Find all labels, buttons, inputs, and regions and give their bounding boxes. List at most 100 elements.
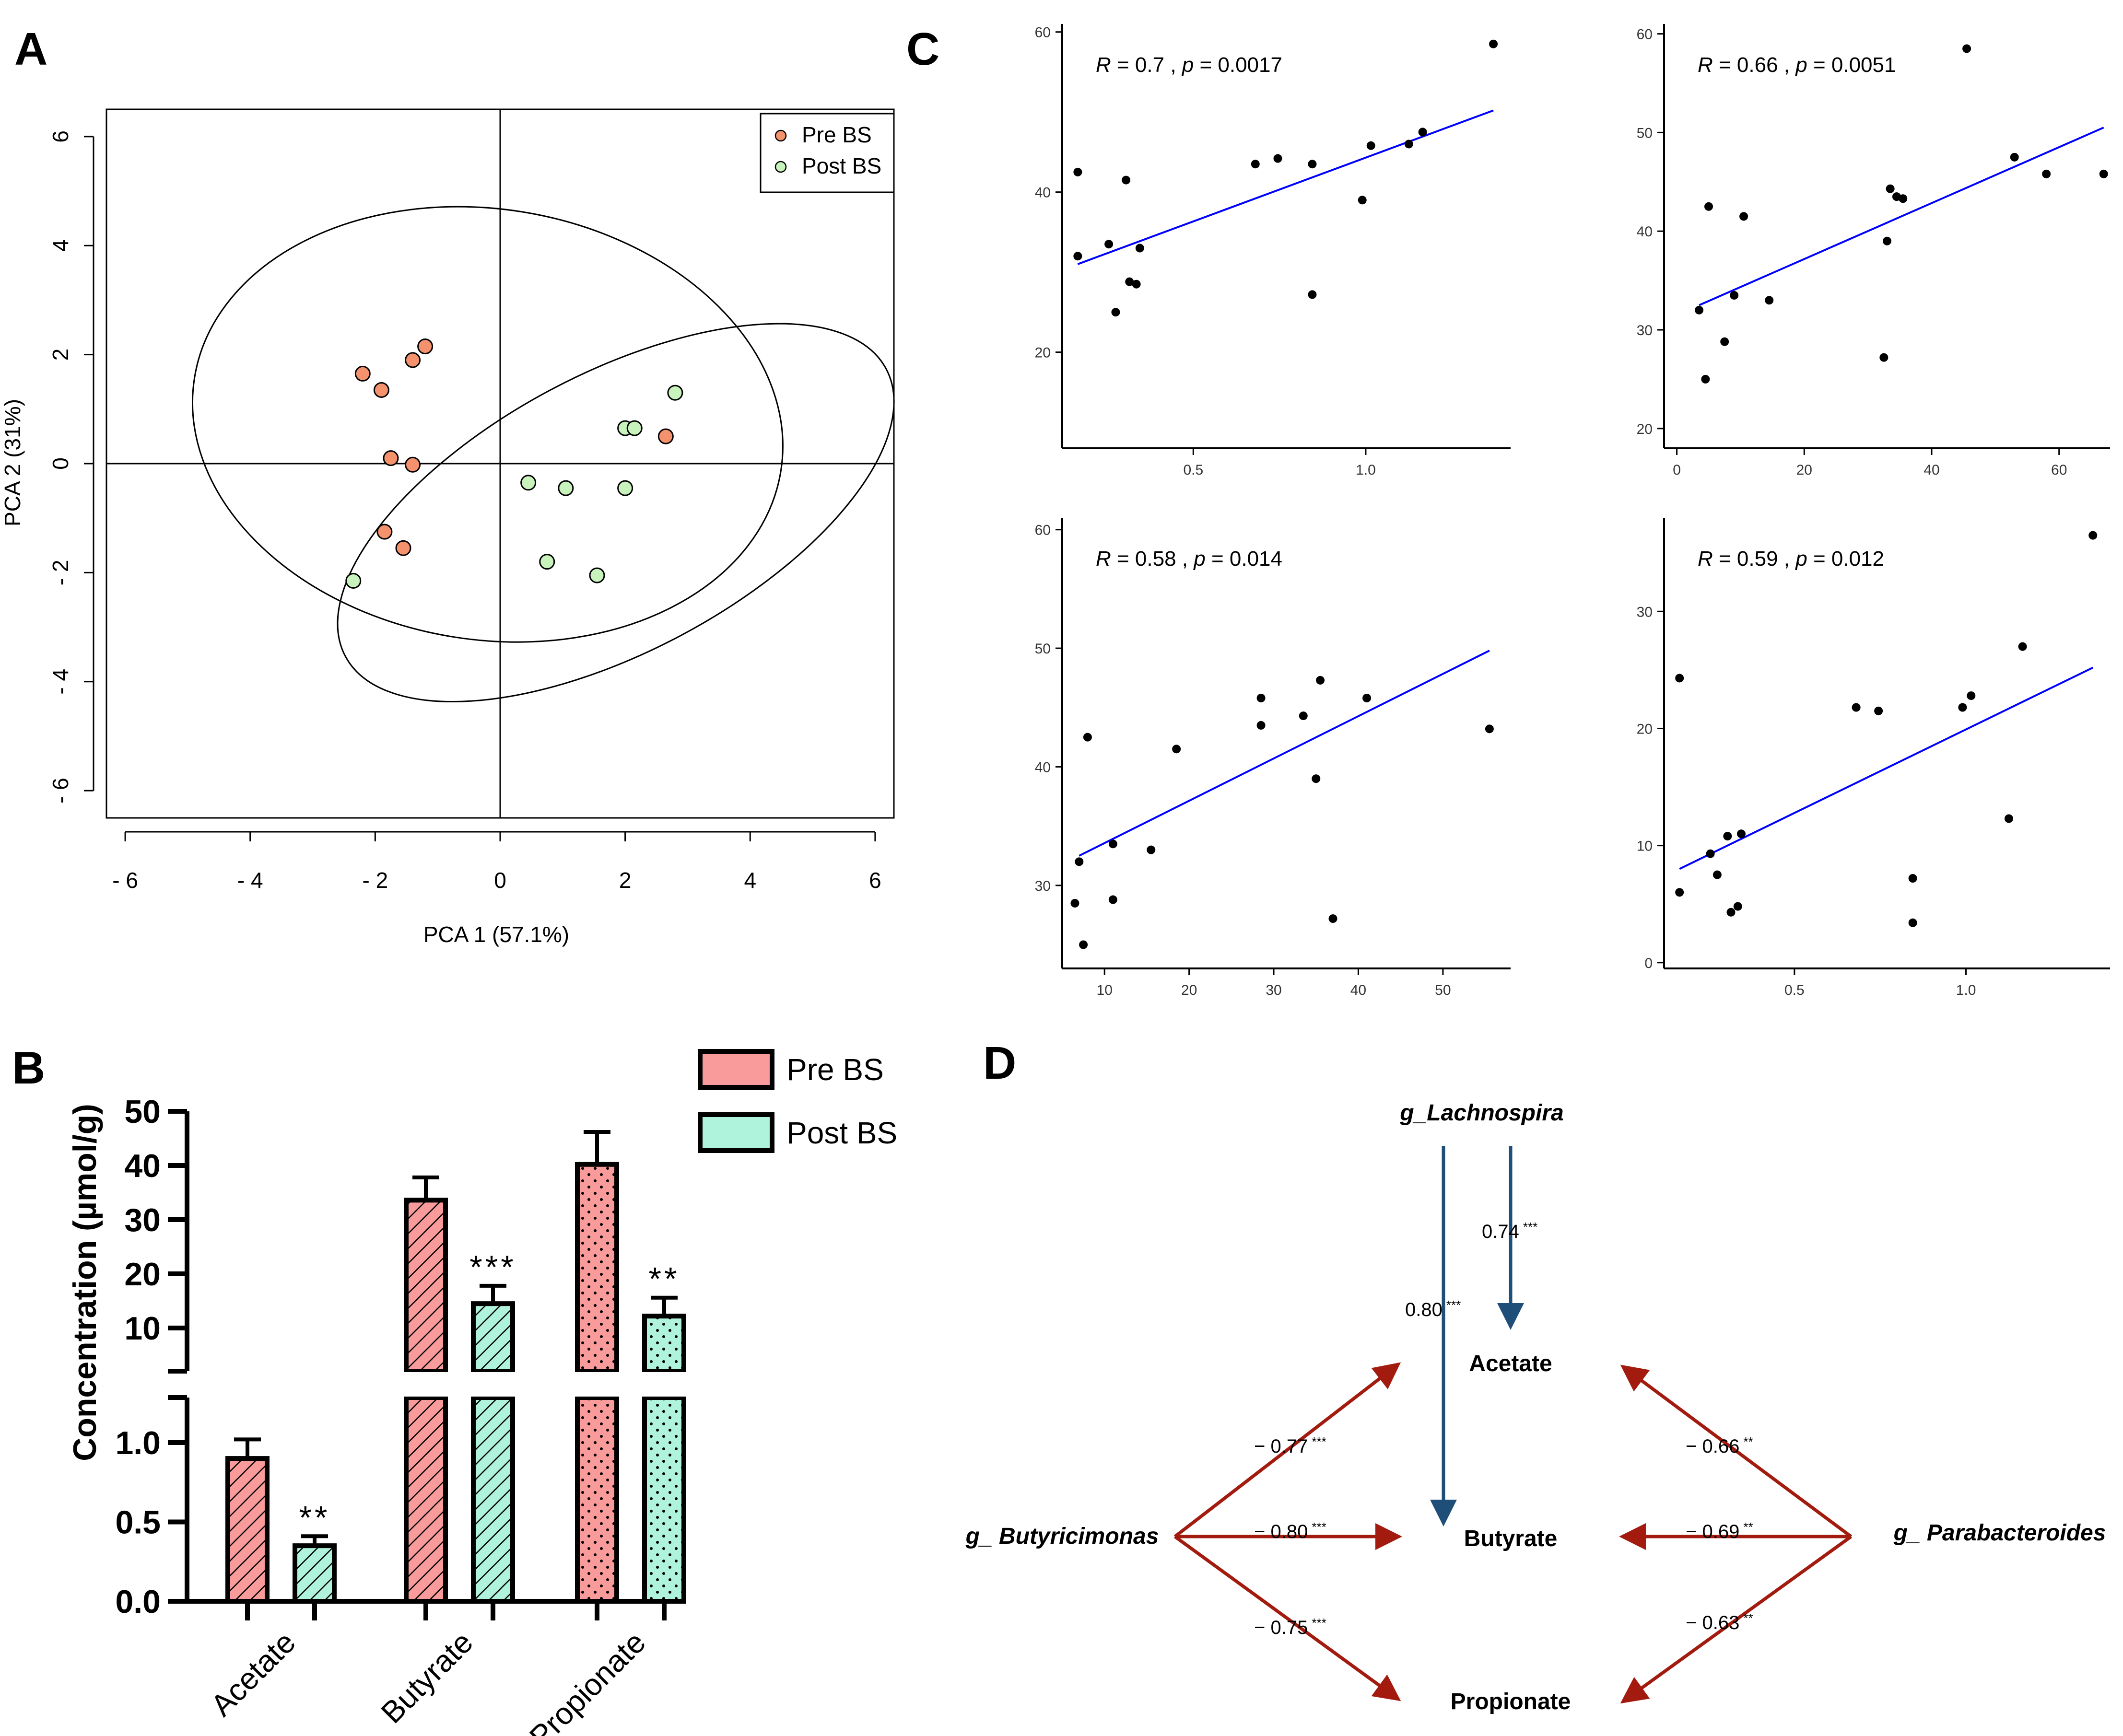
bar-break-gap <box>402 1372 449 1397</box>
corr-fit-line <box>1679 666 2094 870</box>
pca-y-tick-label: 6 <box>48 130 73 143</box>
pca-point-post <box>345 572 362 589</box>
corr-point <box>1273 154 1282 163</box>
corr-point <box>1312 774 1321 783</box>
corr-point <box>1299 711 1308 721</box>
pca-ellipse-pre <box>192 206 784 643</box>
pca-ellipse-post <box>337 323 895 703</box>
corr-y-tick-label: 50 <box>1637 125 1653 141</box>
corr-y-tick-label: 30 <box>1637 323 1653 338</box>
bar-post-butyrate-lower <box>471 1395 515 1604</box>
edge-parabacteroides-acetate <box>1620 1364 1853 1538</box>
bar-y-tick-label: 30 <box>124 1202 161 1238</box>
corr-point <box>1695 305 1704 315</box>
corr-point <box>1308 160 1317 169</box>
pca-point-post <box>520 475 537 491</box>
edge-label-lachnospira-butyrate: 0.80 *** <box>1405 1298 1461 1320</box>
correlation-plot-1: 0.5 1.0 20 40 60 R = 0.7 , p = 0.0017 <box>1035 24 1511 478</box>
pca-x-tick-label: 2 <box>619 868 632 893</box>
bar-legend-swatch-post <box>698 1112 774 1153</box>
corr-annotation-part: p <box>1795 547 1807 571</box>
bar-y-axis-label: Concentration (µmol/g) <box>67 1104 103 1461</box>
corr-y-tick-label: 40 <box>1035 759 1051 775</box>
corr-y-tick-label: 20 <box>1637 721 1653 737</box>
corr-x-tick-label: 1.0 <box>1956 982 1976 998</box>
corr-point <box>1730 291 1739 300</box>
corr-point <box>1404 140 1413 149</box>
edge-parabacteroides-propionate <box>1620 1535 1853 1704</box>
corr-x-tick-label: 20 <box>1796 462 1812 478</box>
bar-break-gap <box>641 1372 688 1397</box>
bar-y-tick-label: 10 <box>124 1310 161 1347</box>
bar-post-butyrate-upper <box>471 1301 515 1374</box>
bar-category-label-propionate: Propionate <box>523 1625 652 1736</box>
pca-ellipses <box>192 206 895 703</box>
corr-annotation-part: R <box>1096 53 1111 77</box>
corr-point <box>2042 169 2051 178</box>
bar-post-acetate <box>293 1543 337 1604</box>
corr-point <box>1967 691 1976 700</box>
corr-point <box>1701 374 1710 384</box>
pca-point-pre <box>373 382 389 398</box>
corr-x-tick-label: 10 <box>1097 982 1113 998</box>
corr-point <box>1736 829 1746 839</box>
corr-point <box>1962 44 1971 53</box>
bar-significance-propionate: ** <box>649 1261 680 1297</box>
pca-legend-swatch-post <box>774 161 787 173</box>
pca-legend: Pre BS Post BS <box>760 113 895 193</box>
corr-x-tick-label: 60 <box>2051 462 2067 478</box>
corr-y-tick-label: 0 <box>1644 955 1653 971</box>
corr-x-tick-label: 0.5 <box>1183 462 1203 478</box>
bar-significance-acetate: ** <box>299 1499 330 1536</box>
corr-point <box>1958 703 1967 712</box>
corr-point <box>1739 212 1748 221</box>
corr-point <box>1723 832 1732 841</box>
corr-point <box>1308 290 1317 299</box>
corr-fit-line <box>1077 109 1494 265</box>
corr-point <box>1720 337 1729 346</box>
corr-point <box>1104 240 1114 249</box>
corr-point <box>1108 839 1117 849</box>
pca-ticks: - 6 - 4 - 2 0 2 4 6 - 6 - 4 - 2 0 2 4 6 <box>48 130 881 893</box>
corr-x-tick-label: 0 <box>1673 462 1681 478</box>
bar-y-tick-label: 50 <box>124 1094 161 1130</box>
corr-point <box>1852 703 1861 712</box>
corr-y-tick-label: 30 <box>1035 878 1051 894</box>
pca-x-axis-label: PCA 1 (57.1%) <box>423 922 569 947</box>
pca-points <box>345 338 683 589</box>
corr-point <box>1874 706 1883 715</box>
corr-x-tick-label: 40 <box>1350 982 1366 998</box>
corr-point <box>2018 642 2027 651</box>
corr-y-tick-label: 50 <box>1035 641 1051 657</box>
corr-point <box>1172 745 1181 754</box>
corr-point <box>2010 152 2019 162</box>
corr-point <box>1886 184 1895 193</box>
corr-y-tick-label: 10 <box>1637 839 1653 854</box>
pca-point-pre <box>417 338 434 355</box>
corr-point <box>1256 694 1266 702</box>
corr-point <box>1251 160 1260 169</box>
correlation-plots: 0.5 1.0 20 40 60 R = 0.7 , p = 0.0017 0 20 40 60 2… <box>1035 24 2110 998</box>
corr-point <box>1908 874 1917 883</box>
panel-letter-d: D <box>983 1037 1016 1089</box>
corr-point <box>1908 918 1917 927</box>
corr-point <box>1358 196 1367 205</box>
bar-y-tick-label: 0.0 <box>115 1584 161 1620</box>
pca-x-tick-label: - 6 <box>112 868 138 893</box>
corr-point <box>1765 296 1774 305</box>
pca-point-post <box>558 480 574 496</box>
pca-y-tick-label: - 4 <box>48 669 73 695</box>
corr-point <box>1075 857 1084 866</box>
bar-legend: Pre BS Post BS <box>698 1049 897 1153</box>
corr-point <box>1704 202 1713 211</box>
corr-annotation-part: p <box>1181 53 1194 77</box>
corr-point <box>1706 849 1715 858</box>
panel-letter-b: B <box>12 1042 45 1094</box>
pca-x-tick-label: 6 <box>869 868 881 893</box>
pca-point-pre <box>405 456 421 473</box>
corr-annotation-part: = 0.0017 <box>1194 53 1282 77</box>
pca-y-axis-label: PCA 2 (31%) <box>0 399 25 526</box>
edge-label-parabacteroides-propionate: − 0.63 ** <box>1686 1611 1753 1633</box>
